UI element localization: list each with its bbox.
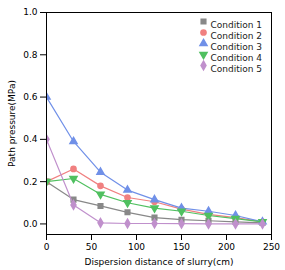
svg-text:250: 250 bbox=[263, 242, 280, 252]
svg-text:0.0: 0.0 bbox=[23, 219, 38, 229]
svg-text:Condition 4: Condition 4 bbox=[211, 53, 263, 63]
svg-text:50: 50 bbox=[86, 242, 98, 252]
svg-text:0.6: 0.6 bbox=[23, 92, 38, 102]
svg-text:1.0: 1.0 bbox=[23, 7, 38, 17]
svg-text:0.4: 0.4 bbox=[23, 134, 38, 144]
svg-text:Condition 1: Condition 1 bbox=[211, 20, 263, 30]
svg-text:Condition 2: Condition 2 bbox=[211, 31, 263, 41]
svg-text:150: 150 bbox=[173, 242, 190, 252]
svg-text:Condition 3: Condition 3 bbox=[211, 42, 263, 52]
svg-text:0: 0 bbox=[44, 242, 50, 252]
svg-text:Dispersion distance of slurry(: Dispersion distance of slurry(cm) bbox=[84, 257, 233, 267]
svg-text:Path pressure(MPa): Path pressure(MPa) bbox=[7, 80, 17, 167]
svg-text:100: 100 bbox=[128, 242, 145, 252]
svg-text:200: 200 bbox=[218, 242, 235, 252]
svg-text:0.2: 0.2 bbox=[23, 177, 37, 187]
svg-text:Condition 5: Condition 5 bbox=[211, 64, 263, 74]
svg-text:0.8: 0.8 bbox=[23, 50, 38, 60]
